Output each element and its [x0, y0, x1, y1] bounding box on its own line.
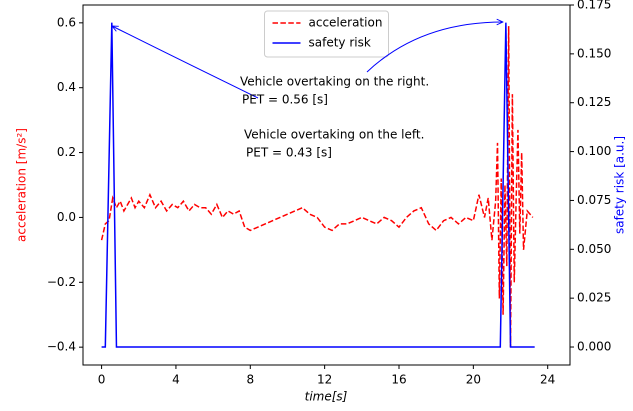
x-tick-label: 12 — [317, 373, 332, 387]
plot-area: 0 4 8 12 16 20 24 −0.4 −0.2 0.0 0.2 0.4 0.6 0.000 0.02… — [47, 0, 612, 387]
y2-tick-label: 0.175 — [577, 0, 611, 12]
y-tick-label: 0.4 — [57, 80, 76, 94]
annotation-arrow — [112, 26, 259, 99]
annotation: Vehicle overtaking on the left. — [244, 128, 424, 142]
x-axis-label: time[s] — [305, 390, 348, 404]
y2-tick-label: 0.100 — [577, 144, 611, 158]
y2-axis-label: safety risk [a.u.] — [613, 136, 627, 234]
legend-box — [264, 10, 389, 58]
y-tick-label: 0.0 — [57, 210, 76, 224]
y2-tick-label: 0.150 — [577, 46, 611, 60]
x-tick-label: 8 — [246, 373, 254, 387]
annotation: PET = 0.56 [s] — [242, 93, 328, 107]
y2-tick-label: 0.025 — [577, 291, 611, 305]
y-tick-label: −0.2 — [47, 275, 76, 289]
annotation: Vehicle overtaking on the right. — [240, 75, 429, 89]
x-tick-label: 0 — [98, 373, 106, 387]
legend-label: acceleration — [309, 16, 383, 30]
x-tick-label: 16 — [391, 373, 406, 387]
y-axis-label: acceleration [m/s²] — [15, 128, 29, 242]
axes-frame — [82, 4, 571, 366]
y2-tick-label: 0.075 — [577, 193, 611, 207]
annotation-arrow — [366, 22, 503, 73]
y2-tick-label: 0.050 — [577, 242, 611, 256]
y-tick-label: −0.4 — [47, 340, 76, 354]
legend-label: safety risk — [309, 36, 371, 50]
x-tick-label: 24 — [540, 373, 555, 387]
annotation: PET = 0.43 [s] — [246, 146, 332, 160]
x-tick-label: 4 — [172, 373, 180, 387]
y-tick-label: 0.6 — [57, 15, 76, 29]
y-tick-label: 0.2 — [57, 145, 76, 159]
x-tick-label: 20 — [466, 373, 481, 387]
y2-tick-label: 0.125 — [577, 95, 611, 109]
y2-tick-label: 0.000 — [577, 340, 611, 354]
series-line — [101, 22, 535, 348]
